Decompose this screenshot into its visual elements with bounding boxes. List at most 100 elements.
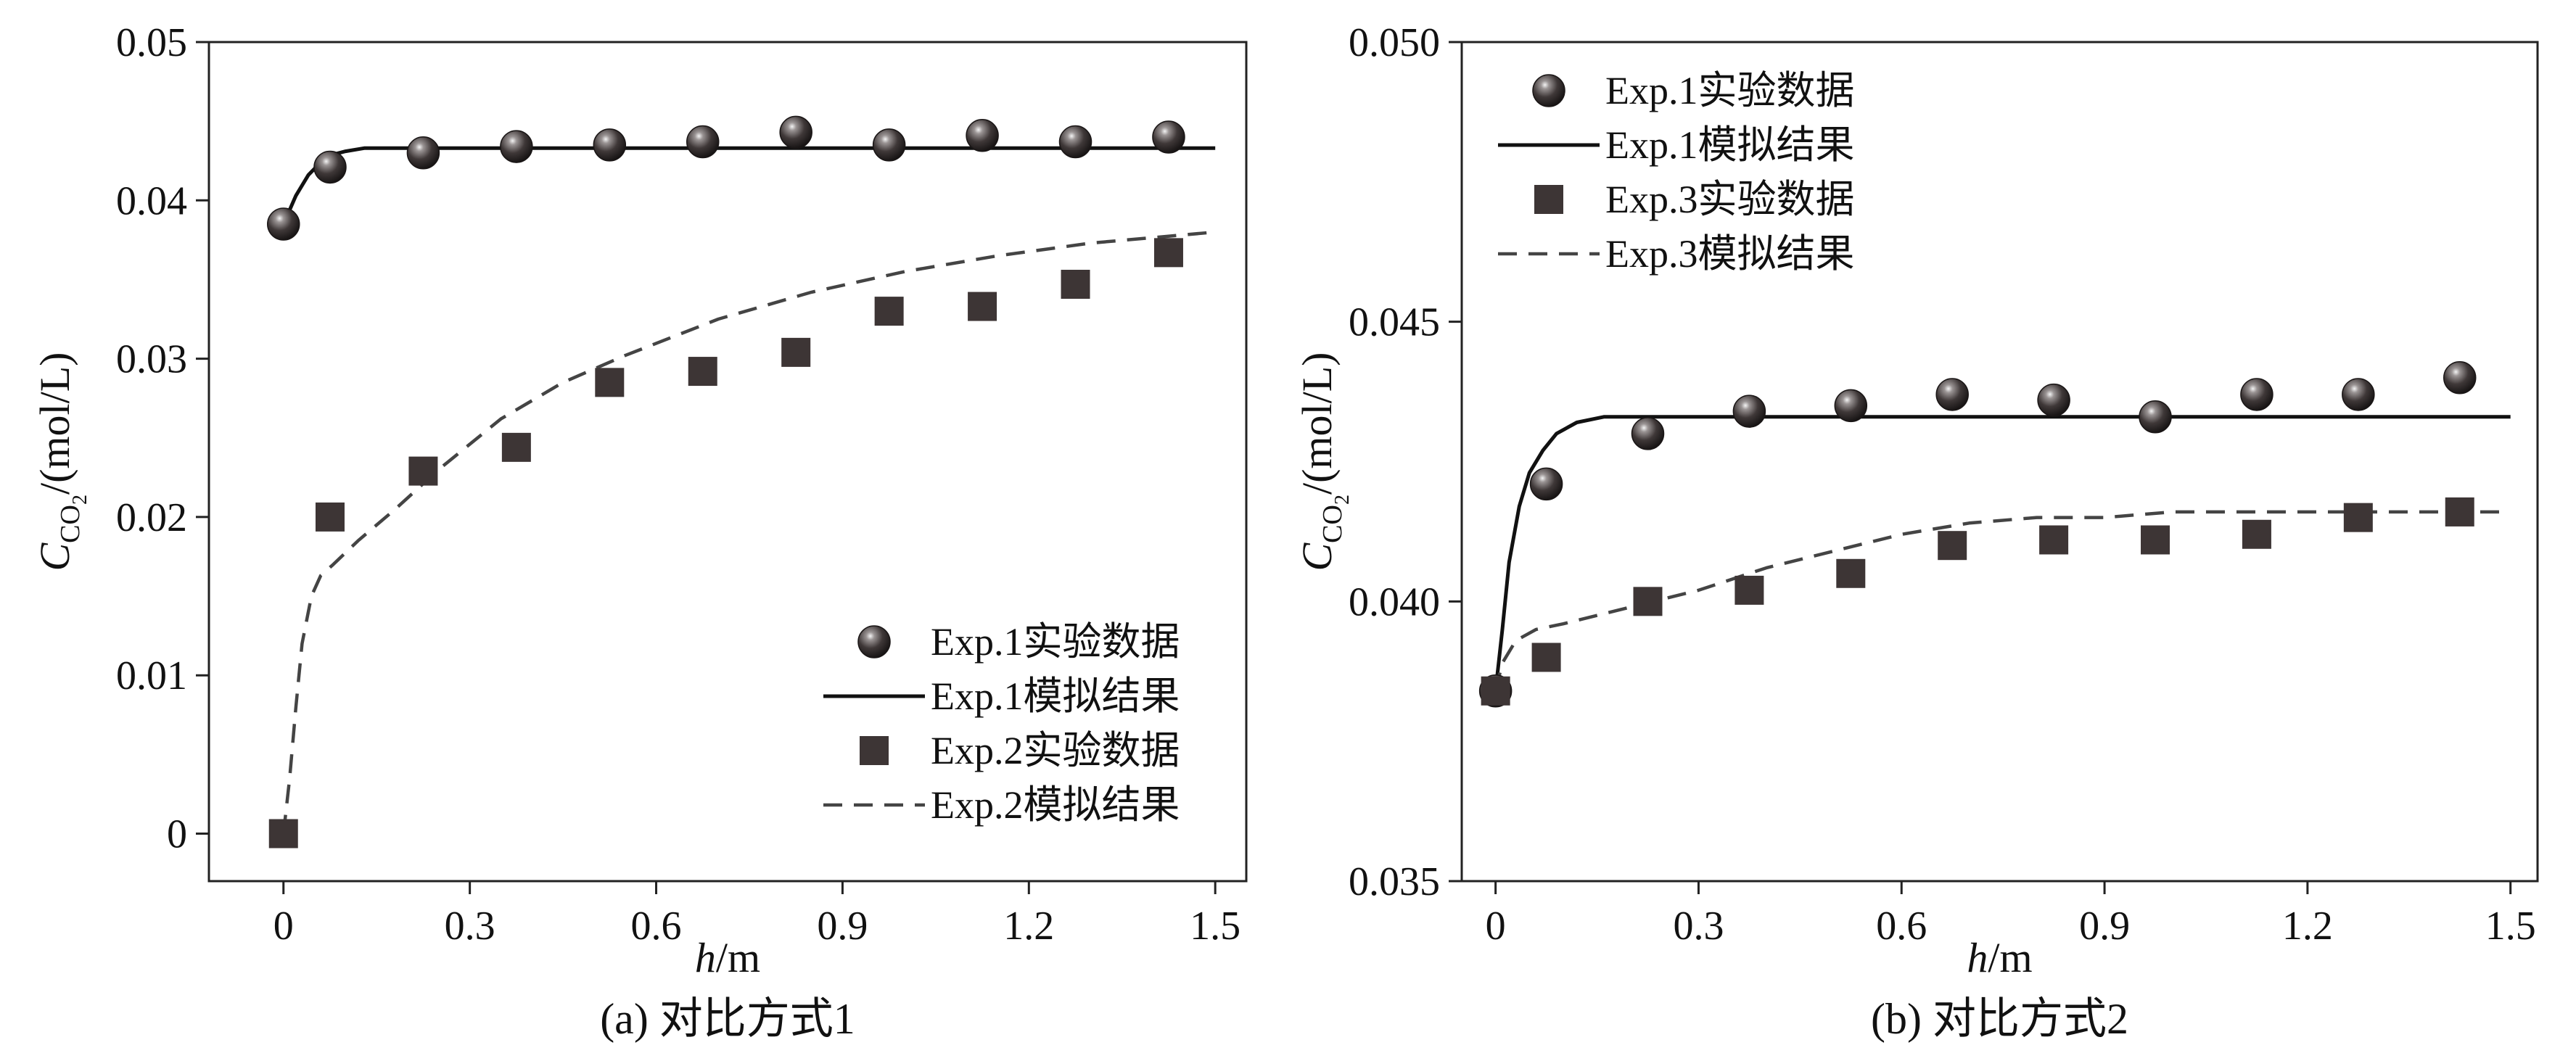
x-tick-label: 0.3 <box>1673 904 1724 949</box>
data-point-sphere <box>966 119 999 152</box>
data-point-sphere <box>406 136 440 170</box>
data-point-sphere <box>1058 125 1092 159</box>
data-point-square <box>595 368 625 397</box>
y-tick-label: 0.05 <box>116 20 187 65</box>
legend-label: Exp.1实验数据 <box>931 620 1180 664</box>
data-point-sphere <box>2342 378 2375 411</box>
y-axis-label-subscript-2: 2 <box>1331 495 1354 505</box>
data-point-sphere <box>686 125 720 159</box>
x-axis-label: h/m <box>695 934 760 981</box>
y-axis-label-unit: /(mol/L) <box>31 352 78 495</box>
y-tick-label: 0.040 <box>1349 579 1440 624</box>
data-point-sphere <box>313 150 347 184</box>
chart-panel-a: 0 0.3 0.6 0.9 1.2 1.5 0 0.01 0.02 0.03 0.04 0.05 h/m… <box>31 20 1248 1043</box>
data-point-sphere <box>1935 378 1969 411</box>
legend-marker <box>857 625 891 658</box>
data-point-square <box>408 456 438 486</box>
data-point-sphere <box>2240 378 2273 411</box>
y-axis-label-subscript: CO <box>1317 505 1348 543</box>
y-axis-label-unit: /(mol/L) <box>1293 352 1341 495</box>
data-point-sphere <box>593 128 627 162</box>
data-point-sphere <box>1834 389 1868 423</box>
series-line-solid <box>281 146 1216 225</box>
data-point-sphere <box>2443 361 2477 395</box>
legend-label: Exp.1模拟结果 <box>1605 123 1855 167</box>
data-point-square <box>2039 525 2069 555</box>
x-tick-label: 0.3 <box>445 904 495 949</box>
data-point-sphere <box>872 128 906 162</box>
y-axis-label: CCO2/(mol/L) <box>1293 352 1354 571</box>
x-tick-label: 0 <box>273 904 294 949</box>
y-tick-label: 0.045 <box>1349 300 1440 345</box>
data-point-sphere <box>2037 383 2070 417</box>
plot-frame <box>207 41 1248 883</box>
data-point-square <box>2343 503 2373 532</box>
data-point-square <box>1531 643 1561 672</box>
data-point-square <box>688 357 717 387</box>
x-tick-label: 0.9 <box>817 904 868 949</box>
x-axis-label-unit: /m <box>1988 934 2032 981</box>
data-point-sphere <box>779 115 812 149</box>
data-point-square <box>1633 587 1663 616</box>
y-tick-label: 0.02 <box>116 495 187 540</box>
legend-label: Exp.2模拟结果 <box>931 783 1180 827</box>
data-point-square <box>1836 558 1866 588</box>
x-axis-label-unit: /m <box>716 934 760 981</box>
data-point-square <box>2242 519 2271 549</box>
data-point-square <box>1061 270 1090 300</box>
data-point-square <box>268 819 298 848</box>
x-tick-label: 0.9 <box>2079 904 2130 949</box>
y-tick-label: 0.050 <box>1349 20 1440 65</box>
x-tick-label: 0.6 <box>631 904 682 949</box>
data-point-sphere <box>500 130 533 163</box>
legend-marker <box>1534 185 1563 214</box>
data-point-square <box>1938 531 1967 561</box>
data-point-square <box>874 297 904 326</box>
data-point-sphere <box>1529 467 1563 501</box>
x-axis-label-symbol: h <box>1967 934 1988 981</box>
legend-marker <box>860 736 889 765</box>
y-tick-label: 0 <box>167 812 187 857</box>
y-axis-label-symbol: C <box>31 542 78 571</box>
y-axis-label-symbol: C <box>1293 542 1341 571</box>
data-point-square <box>315 502 345 532</box>
x-tick-label: 1.2 <box>1003 904 1054 949</box>
plot-frame <box>1460 41 2539 883</box>
data-point-square <box>781 337 811 367</box>
data-point-sphere <box>1631 417 1665 450</box>
y-axis-label: CCO2/(mol/L) <box>31 352 91 571</box>
legend-label: Exp.3模拟结果 <box>1605 232 1855 276</box>
legend: Exp.1实验数据 Exp.1模拟结果 Exp.2实验数据 Exp.2模拟结果 <box>823 620 1180 827</box>
data-point-square <box>1735 575 1764 605</box>
legend-label: Exp.3实验数据 <box>1605 178 1855 221</box>
data-point-sphere <box>2139 400 2172 434</box>
legend-label: Exp.1模拟结果 <box>931 674 1180 718</box>
x-axis-label: h/m <box>1967 934 2032 981</box>
series-line-dashed <box>281 230 1216 834</box>
y-tick-label: 0.035 <box>1349 859 1440 904</box>
data-point-sphere <box>1732 395 1766 428</box>
y-axis-label-subscript: CO <box>55 505 86 543</box>
y-axis-label-subscript-2: 2 <box>69 495 91 505</box>
figure-caption: (a) 对比方式1 <box>600 995 855 1043</box>
data-point-square <box>968 292 997 321</box>
legend-marker <box>1532 74 1565 107</box>
x-tick-label: 0.6 <box>1876 904 1927 949</box>
data-point-square <box>501 432 531 462</box>
data-point-sphere <box>267 207 300 241</box>
y-tick-label: 0.04 <box>116 178 187 223</box>
x-tick-label: 1.5 <box>2485 904 2536 949</box>
figure-caption: (b) 对比方式2 <box>1871 995 2128 1043</box>
legend-label: Exp.2实验数据 <box>931 729 1180 772</box>
y-tick-label: 0.03 <box>116 337 187 382</box>
data-point-square <box>2445 497 2474 526</box>
x-tick-label: 1.2 <box>2282 904 2333 949</box>
legend-label: Exp.1实验数据 <box>1605 69 1855 112</box>
data-point-sphere <box>1152 120 1185 154</box>
series-line-dashed <box>1494 510 2511 692</box>
data-point-square <box>1481 676 1510 706</box>
legend: Exp.1实验数据 Exp.1模拟结果 Exp.3实验数据 Exp.3模拟结果 <box>1498 69 1855 276</box>
x-axis-label-symbol: h <box>695 934 716 981</box>
series-line-solid <box>1494 415 2511 691</box>
